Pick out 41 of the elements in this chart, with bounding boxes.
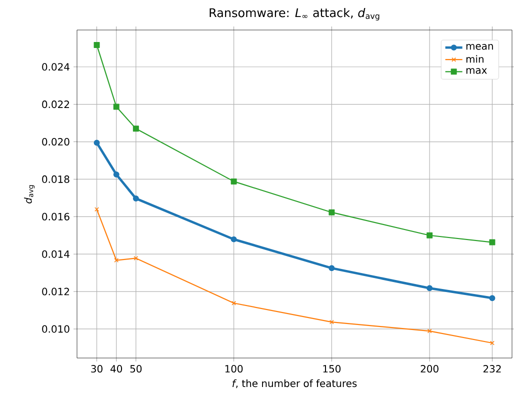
x-tick-label: 50	[130, 365, 142, 373]
x-tick-label: 40	[110, 365, 122, 373]
point	[230, 178, 237, 184]
point	[426, 285, 433, 292]
legend-label: min	[466, 55, 484, 63]
point	[489, 295, 496, 302]
point	[134, 256, 138, 260]
point	[329, 320, 334, 324]
legend-label: max	[466, 68, 487, 74]
point	[132, 126, 139, 132]
point	[489, 239, 496, 246]
y-tick-label: 0.022	[42, 100, 69, 108]
point	[94, 140, 100, 146]
point	[427, 328, 432, 334]
y-axis-title: d$_{avg}$	[24, 185, 35, 204]
point	[328, 265, 335, 272]
x-tick-label: 30	[91, 365, 102, 373]
x-tick-label: 150	[323, 365, 341, 373]
x-axis-title: f, the number of features	[232, 379, 357, 388]
point	[113, 172, 120, 178]
x-tick-label: 232	[483, 365, 501, 373]
y-tick-label: 0.024	[42, 63, 70, 71]
chart-title: Ransomware: L$_{∞}$ attack, d$_{avg}$	[210, 8, 380, 20]
y-tick-label: 0.020	[42, 138, 70, 146]
point	[230, 236, 237, 242]
point	[114, 258, 119, 263]
point	[232, 300, 236, 306]
legend-label: mean	[466, 44, 493, 50]
y-tick-label: 0.018	[42, 175, 70, 183]
point	[94, 42, 100, 48]
point	[132, 196, 139, 202]
line-series	[94, 207, 494, 346]
y-tick-label: 0.010	[42, 325, 70, 333]
point	[328, 209, 335, 216]
y-tick-label: 0.014	[42, 250, 70, 258]
point	[426, 232, 433, 238]
y-tick-label: 0.012	[42, 288, 69, 296]
y-tick-label: 0.016	[42, 212, 70, 220]
x-tick-label: 100	[225, 365, 243, 373]
x-tick-label: 200	[420, 365, 438, 373]
point	[113, 104, 120, 110]
